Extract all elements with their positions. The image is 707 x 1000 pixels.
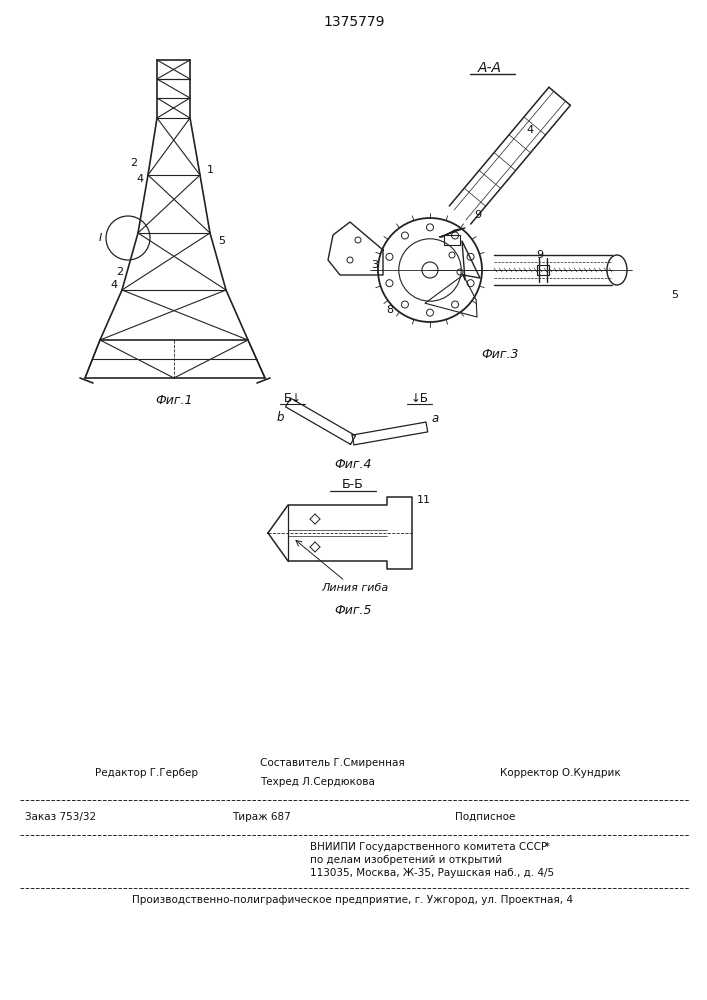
Text: Б↓: Б↓ xyxy=(284,391,302,404)
Text: Составитель Г.Смиренная: Составитель Г.Смиренная xyxy=(260,758,404,768)
Text: Производственно-полиграфическое предприятие, г. Ужгород, ул. Проектная, 4: Производственно-полиграфическое предприя… xyxy=(132,895,573,905)
Text: 11: 11 xyxy=(417,495,431,505)
Text: 1375779: 1375779 xyxy=(323,15,385,29)
Text: Корректор О.Кундрик: Корректор О.Кундрик xyxy=(500,768,621,778)
Text: 9: 9 xyxy=(474,210,481,220)
Text: 8: 8 xyxy=(387,305,394,315)
Text: Фиг.5: Фиг.5 xyxy=(334,604,372,617)
Text: 4: 4 xyxy=(136,174,144,184)
Text: 1: 1 xyxy=(206,165,214,175)
Text: 2: 2 xyxy=(130,158,138,168)
Text: Тираж 687: Тираж 687 xyxy=(232,812,291,822)
Text: Подписное: Подписное xyxy=(455,812,515,822)
Text: по делам изобретений и открытий: по делам изобретений и открытий xyxy=(310,855,502,865)
Text: Фиг.3: Фиг.3 xyxy=(481,349,519,361)
Text: 5: 5 xyxy=(672,290,679,300)
Text: Заказ 753/32: Заказ 753/32 xyxy=(25,812,96,822)
Text: b: b xyxy=(276,411,284,424)
Text: 2: 2 xyxy=(117,267,124,277)
Text: 5: 5 xyxy=(218,236,226,246)
Text: Техред Л.Сердюкова: Техред Л.Сердюкова xyxy=(260,777,375,787)
Text: *: * xyxy=(535,842,550,852)
Text: ВНИИПИ Государственного комитета СССР: ВНИИПИ Государственного комитета СССР xyxy=(310,842,547,852)
Text: a: a xyxy=(431,412,438,425)
Text: А-А: А-А xyxy=(478,61,502,75)
Text: Линия гиба: Линия гиба xyxy=(322,583,389,593)
Text: Фиг.1: Фиг.1 xyxy=(156,393,193,406)
Text: Фиг.4: Фиг.4 xyxy=(334,458,372,472)
Text: 9: 9 xyxy=(537,250,544,260)
Text: 3: 3 xyxy=(371,260,378,270)
Text: Б-Б: Б-Б xyxy=(342,479,364,491)
Text: I: I xyxy=(98,233,102,243)
Text: 4: 4 xyxy=(110,280,117,290)
Text: 4: 4 xyxy=(527,125,534,135)
Text: ↓Б: ↓Б xyxy=(411,391,429,404)
Text: Редактор Г.Гербер: Редактор Г.Гербер xyxy=(95,768,198,778)
Text: 113035, Москва, Ж-35, Раушская наб., д. 4/5: 113035, Москва, Ж-35, Раушская наб., д. … xyxy=(310,868,554,878)
